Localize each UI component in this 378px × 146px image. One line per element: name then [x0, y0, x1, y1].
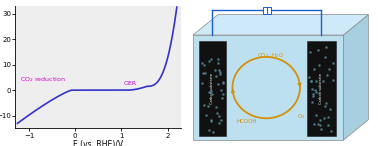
Point: [322, 55, 328, 58]
Point: [200, 72, 206, 74]
Point: [212, 69, 218, 71]
Text: CO$_2$ reduction: CO$_2$ reduction: [20, 75, 65, 84]
Polygon shape: [343, 15, 368, 140]
Point: [312, 89, 318, 91]
Point: [316, 92, 322, 94]
Point: [220, 81, 226, 83]
Point: [215, 121, 222, 124]
Point: [330, 79, 336, 81]
Point: [215, 62, 221, 65]
Point: [315, 122, 321, 125]
Text: O$_2$: O$_2$: [297, 112, 305, 121]
X-axis label: E (vs. RHE)/V: E (vs. RHE)/V: [73, 140, 123, 146]
Point: [314, 49, 321, 52]
Point: [203, 114, 209, 116]
Point: [308, 101, 314, 103]
Point: [214, 112, 220, 114]
Point: [313, 91, 319, 93]
Point: [317, 119, 323, 121]
Point: [311, 123, 318, 125]
Point: [220, 93, 226, 95]
Point: [311, 68, 317, 70]
Point: [218, 119, 224, 122]
Point: [215, 58, 221, 60]
Point: [310, 93, 316, 95]
Point: [219, 97, 225, 100]
Point: [308, 80, 314, 82]
Point: [208, 119, 214, 122]
Point: [215, 115, 222, 117]
Point: [216, 69, 222, 72]
Point: [313, 114, 319, 116]
Bar: [199, 41, 226, 136]
Point: [319, 80, 325, 82]
Point: [198, 81, 204, 84]
Point: [327, 107, 333, 110]
Point: [209, 93, 215, 95]
Point: [208, 90, 214, 92]
Point: [313, 79, 319, 82]
Text: HCOOH: HCOOH: [237, 119, 257, 124]
Point: [208, 120, 214, 122]
Point: [321, 117, 327, 119]
Point: [328, 130, 335, 132]
Bar: [307, 41, 336, 136]
Point: [220, 82, 226, 84]
Point: [217, 72, 223, 75]
Point: [325, 116, 331, 118]
Point: [217, 71, 223, 73]
Point: [308, 80, 314, 82]
Point: [317, 124, 323, 126]
Text: OER: OER: [124, 81, 137, 86]
Point: [316, 64, 322, 66]
Bar: [263, 7, 271, 14]
Point: [322, 104, 328, 107]
Point: [206, 60, 212, 62]
Point: [211, 131, 217, 133]
Text: CO$_2$  H$_2$O: CO$_2$ H$_2$O: [257, 51, 284, 60]
Point: [201, 104, 207, 106]
Point: [199, 62, 205, 64]
Point: [217, 89, 223, 92]
Point: [201, 64, 207, 66]
Point: [330, 62, 336, 64]
Point: [323, 102, 329, 105]
Bar: [193, 35, 343, 140]
Point: [325, 124, 331, 127]
Point: [323, 46, 329, 49]
Point: [214, 75, 220, 78]
Point: [309, 88, 315, 90]
Text: Carbon substrate: Carbon substrate: [319, 73, 323, 104]
Point: [307, 51, 313, 54]
Point: [208, 58, 214, 60]
Point: [206, 129, 212, 131]
Point: [318, 128, 324, 130]
Point: [202, 72, 208, 74]
Point: [310, 95, 316, 97]
Polygon shape: [193, 15, 368, 35]
Point: [205, 105, 211, 107]
Text: Carbon substrate: Carbon substrate: [210, 73, 214, 104]
Point: [206, 91, 212, 93]
Point: [306, 76, 312, 78]
Point: [326, 68, 332, 70]
Point: [212, 106, 218, 108]
Point: [324, 74, 330, 76]
Point: [215, 82, 221, 85]
